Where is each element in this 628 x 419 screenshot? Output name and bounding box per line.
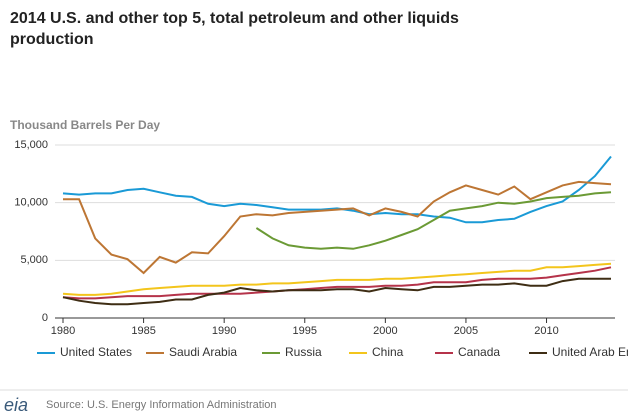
series-line (62, 155, 612, 224)
y-tick-label: 5,000 (20, 254, 48, 266)
chart-title: 2014 U.S. and other top 5, total petrole… (10, 10, 459, 48)
legend-label: United Arab Emirates (552, 345, 628, 359)
series-line (62, 277, 611, 306)
x-tick-label: 1980 (51, 325, 75, 337)
legend-label: United States (60, 345, 132, 359)
y-tick-label: 0 (42, 312, 48, 324)
legend-label: Canada (458, 345, 500, 359)
y-tick-label: 15,000 (14, 139, 48, 151)
x-tick-label: 2010 (534, 325, 558, 337)
x-tick-label: 1985 (131, 325, 155, 337)
x-tick-label: 1990 (212, 325, 236, 337)
logo: eia (4, 395, 28, 415)
series-line (255, 191, 612, 250)
series-line (62, 266, 612, 300)
x-tick-label: 1995 (293, 325, 317, 337)
y-axis-label: Thousand Barrels Per Day (10, 118, 160, 132)
source: Source: U.S. Energy Information Administ… (46, 399, 277, 411)
y-tick-label: 10,000 (14, 197, 48, 209)
legend-label: Saudi Arabia (169, 345, 237, 359)
series-line (63, 180, 612, 275)
legend-label: Russia (285, 345, 322, 359)
x-tick-label: 2000 (373, 325, 397, 337)
legend-label: China (372, 345, 404, 359)
series-line (62, 262, 612, 296)
x-tick-label: 2005 (454, 325, 478, 337)
